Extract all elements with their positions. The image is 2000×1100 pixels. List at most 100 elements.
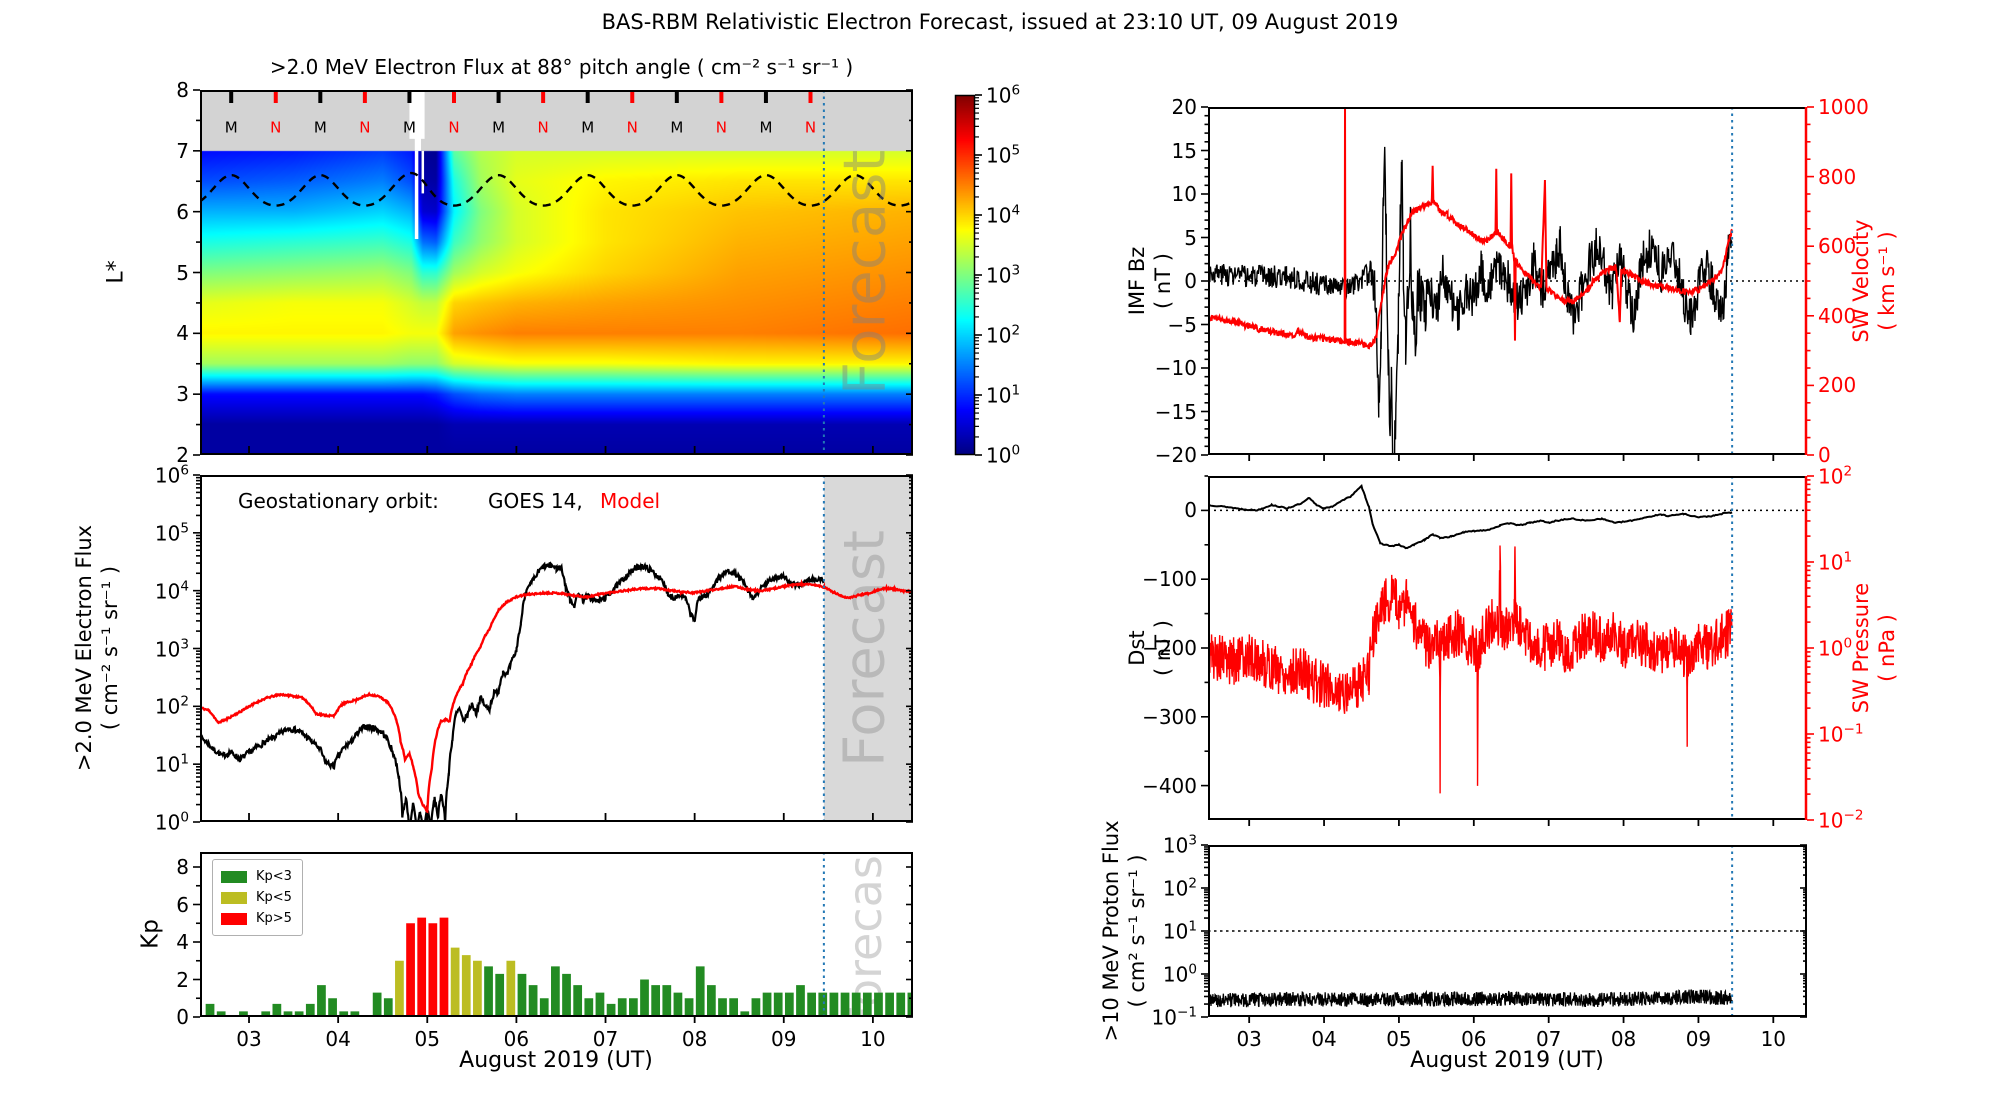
forecast-watermark: Forecast (831, 150, 899, 395)
kp-bar (484, 966, 493, 1017)
noon-marker-label: N (626, 118, 638, 137)
kp-bar (706, 985, 716, 1017)
heatmap-title: >2.0 MeV Electron Flux at 88° pitch angl… (269, 55, 854, 79)
imf-bz-axis-label: IMF Bz ( nT ) (1124, 246, 1175, 316)
tick-label: 10−1 (1818, 721, 1864, 747)
kp-bar (339, 1011, 349, 1017)
x-tick-label: 04 (325, 1027, 351, 1051)
kp-bar (562, 973, 571, 1017)
x-tick-label: 10 (860, 1027, 886, 1051)
tick-label: 2 (176, 967, 189, 992)
kp-bar (395, 960, 404, 1017)
kp-bar (216, 1011, 226, 1017)
tick-label: −15 (1154, 399, 1197, 424)
tick-label: 10−1 (1151, 1004, 1198, 1030)
x-tick-label: 04 (1311, 1027, 1337, 1051)
proton-flux-axis-label: >10 MeV Proton Flux ( cm² s⁻¹ sr⁻¹ ) (1098, 820, 1149, 1042)
tick-label: 104 (986, 202, 1021, 228)
tick-label: 10−2 (1818, 807, 1864, 833)
kp-bar (517, 973, 527, 1017)
tick-label: 400 (1818, 303, 1857, 328)
tick-label: 100 (154, 809, 189, 835)
tick-label: 6 (176, 892, 189, 917)
x-tick-label: 05 (1386, 1027, 1412, 1051)
kp-bar (606, 1003, 616, 1017)
kp-bar (829, 992, 839, 1017)
midnight-marker-label: M (759, 118, 773, 137)
tick-label: 104 (154, 578, 189, 603)
left-xaxis-label: August 2019 (UT) (459, 1048, 653, 1073)
kp-bar (729, 998, 739, 1017)
kp-bar (317, 985, 326, 1017)
midnight-marker-label: M (670, 118, 684, 137)
sw-pressure-axis-label: SW Pressure ( nPa ) (1848, 582, 1899, 714)
kp-bar (907, 992, 913, 1017)
kp-yellow-swatch (221, 891, 247, 904)
kp-bar (684, 998, 694, 1017)
tick-label: 106 (986, 82, 1021, 108)
kp-bar (328, 998, 337, 1017)
kp-bar (874, 992, 883, 1017)
tick-label: 4 (176, 930, 189, 954)
tick-label: 105 (986, 142, 1021, 168)
tick-label: 2 (176, 443, 189, 467)
kp-bar (495, 973, 505, 1017)
tick-label: 101 (986, 382, 1021, 408)
dst-line (1208, 484, 1733, 550)
flux-colorbar: 106 105 104 103 102 101 100 (954, 84, 1020, 465)
tick-label: 101 (1818, 549, 1853, 575)
lstar-axis-label: L* (103, 260, 129, 284)
tick-label: 0 (176, 1005, 189, 1029)
x-tick-label: 06 (503, 1027, 530, 1051)
kp-bar (818, 992, 828, 1017)
kp-bar (796, 985, 805, 1017)
tick-label: 7 (176, 138, 189, 163)
kp-bar (305, 1003, 315, 1017)
tick-label: 8 (176, 855, 189, 879)
kp-yellow-label: Kp<5 (256, 890, 292, 905)
goes14-flux-line (200, 561, 825, 822)
tick-label: 105 (154, 520, 189, 546)
kp-bar (896, 992, 906, 1017)
kp-bar (417, 917, 427, 1017)
kp-green-label: Kp<3 (256, 869, 292, 884)
kp-bar (450, 947, 460, 1017)
kp-bar (751, 998, 761, 1017)
tick-label: 1000 (1818, 95, 1869, 119)
kp-bar (840, 992, 850, 1017)
x-tick-label: 10 (1760, 1027, 1787, 1051)
midnight-marker-label: M (492, 118, 506, 137)
midnight-marker-label: M (581, 118, 595, 137)
tick-label: 102 (1818, 463, 1853, 489)
kp-bar (762, 992, 772, 1017)
tick-label: 103 (1162, 832, 1197, 858)
kp-bar (272, 1003, 282, 1017)
tick-label: 101 (154, 751, 189, 777)
sw-velocity-axis-label: SW Velocity ( km s⁻¹ ) (1848, 219, 1899, 343)
kp-bar (473, 960, 482, 1017)
tick-label: 100 (986, 442, 1021, 468)
noon-marker-label: N (359, 118, 371, 137)
kp-bar (784, 992, 794, 1017)
legend-row-kp-lt3: Kp<3 (221, 866, 292, 887)
tick-label: 4 (176, 321, 189, 346)
tick-label: 0 (1818, 443, 1831, 467)
kp-bar (662, 985, 672, 1017)
sw-velocity-line (1208, 107, 1733, 350)
kp-bar (573, 985, 583, 1017)
tick-label: −20 (1154, 443, 1197, 467)
tick-label: 5 (176, 260, 189, 285)
tick-label: 101 (1162, 918, 1197, 944)
tick-label: 5 (1184, 225, 1197, 250)
midnight-marker-label: M (224, 118, 238, 137)
kp-bar (851, 992, 861, 1017)
kp-bar (383, 998, 393, 1017)
x-tick-label: 08 (681, 1027, 708, 1051)
kp-green-swatch (221, 870, 247, 883)
annotation-prefix: Geostationary orbit: (238, 489, 439, 513)
tick-label: 100 (1162, 961, 1197, 987)
annotation-model: Model (600, 489, 661, 513)
legend-row-kp-gt5: Kp>5 (221, 908, 292, 929)
dst-axis-label: Dst ( nT ) (1124, 620, 1175, 676)
x-tick-label: 06 (1461, 1027, 1487, 1051)
